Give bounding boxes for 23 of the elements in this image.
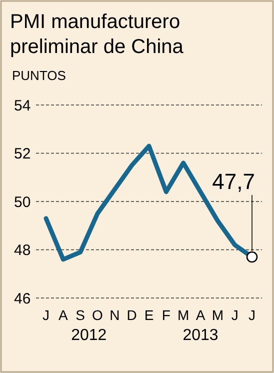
x-tick-label: J	[248, 307, 256, 323]
y-tick-label: 54	[14, 97, 31, 114]
x-tick-label: E	[144, 307, 154, 323]
y-tick-label: 46	[14, 290, 31, 308]
x-tick-label: M	[177, 307, 190, 323]
x-tick-label: S	[76, 307, 86, 323]
x-tick-label: D	[126, 307, 137, 323]
y-tick-label: 48	[14, 242, 31, 259]
x-tick-label: O	[92, 307, 104, 323]
x-tick-label: N	[110, 307, 120, 323]
x-tick-label: J	[231, 307, 238, 323]
x-tick-label: J	[42, 307, 50, 323]
x-tick-label: F	[162, 307, 170, 323]
y-axis-title: PUNTOS	[12, 68, 66, 83]
chart-title: PMI manufacturero preliminar de China	[10, 11, 184, 58]
y-tick-label: 50	[14, 194, 31, 211]
x-tick-label: M	[212, 307, 224, 323]
y-tick-label: 52	[14, 146, 31, 162]
data-label: 47,7	[212, 168, 255, 194]
text: 2013	[182, 327, 218, 344]
text: 2012	[71, 327, 107, 344]
x-tick-label: A	[58, 307, 68, 323]
x-tick-label: A	[196, 307, 206, 323]
